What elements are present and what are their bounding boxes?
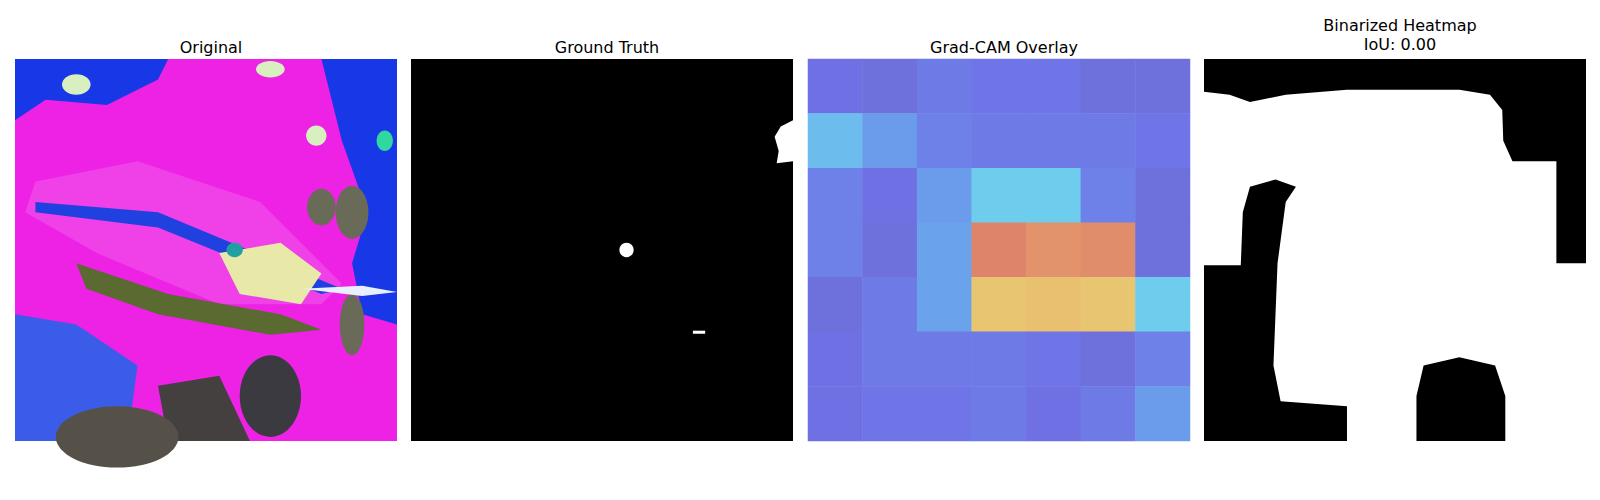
svg-text:Ground Truth: Ground Truth: [555, 38, 660, 57]
svg-text:Binarized Heatmap: Binarized Heatmap: [1323, 16, 1476, 35]
svg-text:Original: Original: [180, 38, 243, 57]
svg-text:IoU: 0.00: IoU: 0.00: [1364, 35, 1436, 54]
svg-text:Grad-CAM Overlay: Grad-CAM Overlay: [930, 38, 1078, 57]
